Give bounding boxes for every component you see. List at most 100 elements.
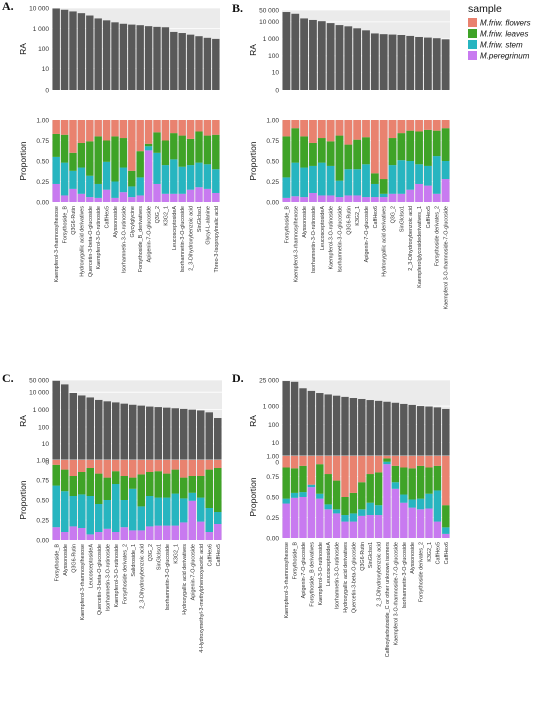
proportion-segment [78, 494, 86, 528]
ra-bar [307, 390, 316, 462]
proportion-segment [77, 142, 86, 168]
proportion-segment [195, 131, 203, 163]
category-label: Q3G_2 [148, 544, 154, 561]
ra-bar [129, 404, 137, 462]
ra-tick-label: 0 [45, 87, 49, 94]
category-label: Kaempferol 3-O-rhamnoside-7-O-glucoside [393, 542, 399, 645]
category-label: Apigenin-7-O-glucoside [190, 544, 196, 600]
proportion-tick-label: 0.25 [266, 515, 279, 522]
proportion-segment [433, 456, 442, 466]
ra-bar [112, 402, 120, 462]
category-label: Glycyl-L-alanine [205, 206, 211, 245]
ra-bar [324, 394, 332, 462]
proportion-segment [103, 528, 111, 540]
proportion-segment [317, 195, 326, 202]
ra-bar [433, 407, 442, 462]
proportion-segment [370, 183, 379, 198]
category-label: SinGlcIso1 [399, 206, 405, 232]
proportion-segment [86, 120, 94, 142]
proportion-segment [291, 120, 300, 129]
proportion-tick-label: 1.00 [266, 117, 279, 124]
proportion-segment [309, 142, 317, 166]
proportion-segment [362, 120, 370, 138]
category-label: Forsythoside_B [284, 206, 290, 244]
proportion-segment [136, 151, 144, 178]
category-label: Kaempferol-3-rhamnosylhexose [80, 544, 86, 620]
proportion-segment [366, 474, 374, 503]
proportion-segment [326, 165, 335, 196]
proportion-segment [332, 513, 341, 538]
proportion-axis-title: Proportion [248, 477, 258, 516]
ra-bar [69, 11, 77, 90]
ra-bar [282, 12, 291, 91]
proportion-segment [170, 159, 178, 194]
proportion-segment [282, 456, 290, 468]
proportion-segment [397, 160, 406, 194]
proportion-segment [188, 476, 196, 493]
proportion-segment [362, 164, 370, 198]
ra-bar [195, 36, 203, 90]
proportion-segment [432, 130, 441, 157]
category-label: CaffHex6 [444, 542, 450, 564]
proportion-segment [137, 460, 145, 475]
proportion-segment [205, 460, 213, 470]
proportion-segment [186, 189, 195, 202]
proportion-segment [433, 521, 442, 538]
proportion-segment [370, 173, 379, 184]
proportion-segment [205, 532, 213, 540]
ra-bar [60, 9, 69, 90]
ra-bar [309, 19, 317, 91]
ra-bar [188, 409, 196, 462]
proportion-segment [186, 120, 195, 139]
proportion-segment [442, 527, 450, 534]
category-label: Isorhamnetin-3-O-glucoside [180, 206, 186, 273]
proportion-segment [103, 460, 111, 478]
ra-tick-label: 0 [45, 459, 49, 466]
proportion-segment [326, 120, 335, 142]
proportion-segment [358, 482, 366, 510]
proportion-segment [52, 156, 60, 184]
proportion-segment [400, 467, 408, 495]
legend-swatch [468, 18, 477, 27]
proportion-segment [316, 456, 324, 465]
ra-tick-label: 10 [42, 441, 50, 448]
proportion-segment [119, 120, 128, 139]
proportion-segment [195, 162, 203, 188]
proportion-segment [406, 120, 415, 131]
category-label: Apigenin-7-O-glucoside [364, 206, 370, 262]
ra-bar [136, 25, 144, 90]
ra-bar [374, 400, 383, 462]
proportion-segment [388, 120, 397, 139]
category-label: Alyssonoside [113, 206, 119, 238]
proportion-segment [391, 456, 400, 466]
proportion-segment [299, 465, 307, 493]
proportion-segment [370, 197, 379, 202]
proportion-segment [120, 500, 128, 528]
proportion-segment [400, 502, 408, 538]
category-label: Q3G_2 [391, 206, 397, 223]
category-label: LeucosceptosideA [320, 206, 326, 250]
category-label: Caffeoylarbutoside_C or other unknown is… [385, 542, 391, 658]
proportion-segment [379, 193, 388, 198]
category-label: CaffHex6 [373, 206, 379, 228]
proportion-segment [154, 497, 162, 526]
proportion-segment [425, 508, 433, 538]
proportion-segment [383, 456, 391, 459]
proportion-segment [163, 497, 171, 526]
panel-label: C. [2, 371, 14, 385]
category-label: Isorhamnetin-3-O-rutinoside [335, 542, 341, 609]
category-label: Glycylglycine [130, 206, 136, 237]
ra-bar [137, 405, 145, 462]
category-label: Kaempferol-3-O-rutinoside [329, 206, 335, 270]
proportion-segment [78, 460, 86, 472]
category-label: 4-Hydroxymethyl-3-methylphenoxyacetic ac… [199, 544, 205, 653]
ra-bar [282, 381, 290, 462]
ra-bar [362, 30, 370, 91]
proportion-segment [203, 188, 212, 202]
category-label: K3G2_1 [427, 542, 433, 562]
proportion-segment [290, 492, 299, 498]
proportion-segment [415, 131, 423, 165]
ra-bar [163, 407, 171, 462]
proportion-segment [332, 509, 341, 514]
